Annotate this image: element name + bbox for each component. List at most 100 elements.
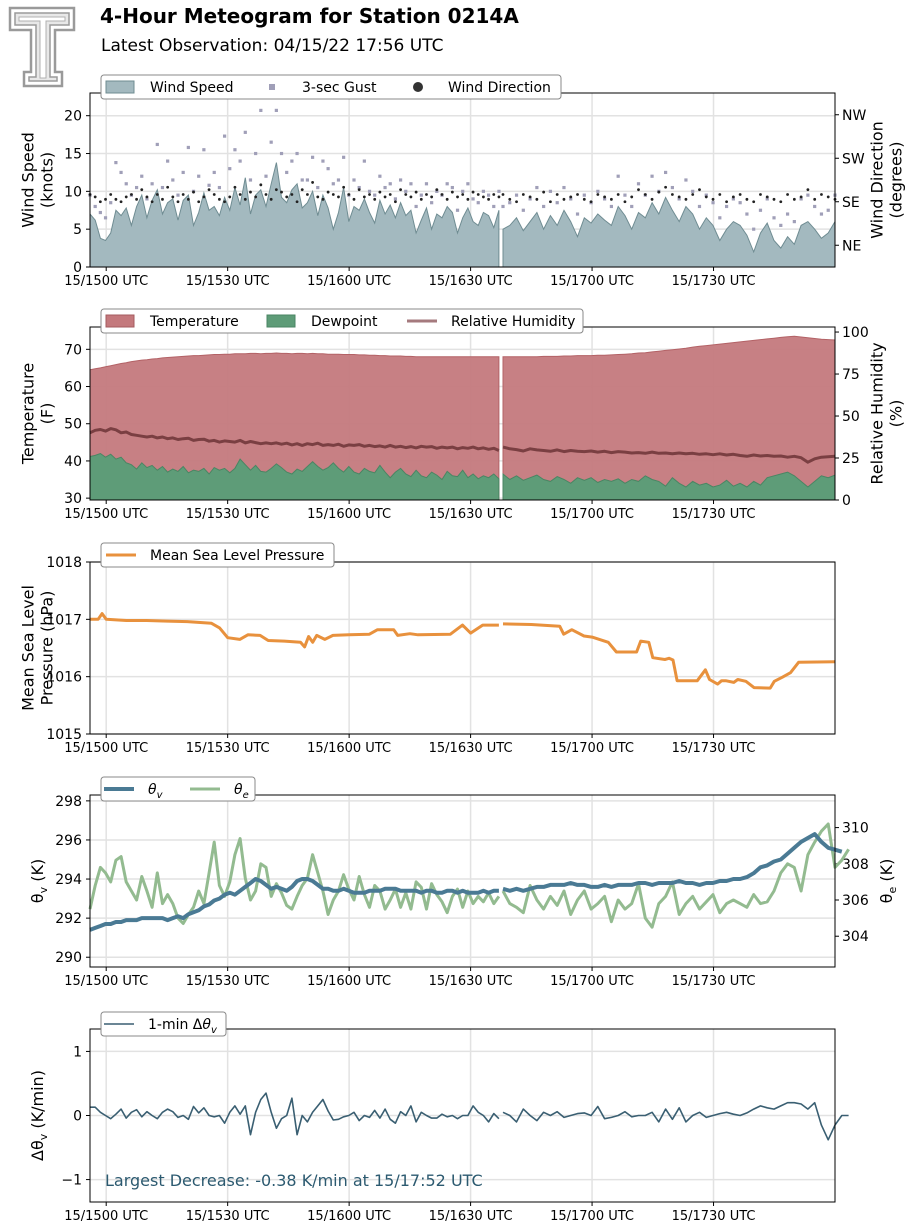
gust-point (388, 182, 392, 186)
wind-direction-point (269, 197, 273, 201)
wind-direction-point (119, 200, 123, 204)
gust-point (684, 178, 688, 182)
x-tick-label: 15/1530 UTC (186, 274, 270, 289)
gust-point (409, 182, 413, 186)
gust-point (290, 159, 294, 163)
wind-direction-point (711, 197, 715, 201)
y-axis-label: Wind Speed (knots) (19, 132, 57, 227)
wind-direction-point (192, 190, 195, 194)
y2-tick-label: NW (842, 108, 866, 124)
wind-direction-point (664, 185, 668, 189)
y2-tick-label: 50 (842, 409, 860, 425)
x-tick-label: 15/1600 UTC (307, 1209, 391, 1224)
wind-direction-point (311, 181, 314, 184)
wind-direction-point (357, 188, 361, 192)
gust-point (383, 185, 387, 190)
wind-direction-point (186, 197, 190, 201)
wind-direction-point (264, 193, 268, 196)
y2-tick-label: SE (842, 195, 860, 211)
wind-direction-point (295, 200, 299, 204)
x-tick-label: 15/1630 UTC (429, 507, 513, 522)
wind-direction-point (425, 193, 428, 196)
y-axis-label-line: (F) (38, 403, 57, 425)
wind-direction-point (306, 193, 309, 196)
y-tick-label: −1 (61, 1173, 82, 1189)
y2-tick-label: 306 (842, 893, 869, 909)
wind-direction-point (691, 193, 695, 196)
wind-direction-point (207, 188, 211, 192)
y-axis-label-line: Pressure (hPa) (38, 591, 57, 706)
wind-direction-point (549, 200, 552, 204)
wind-direction-point (461, 193, 465, 196)
wind-direction-point (596, 193, 600, 196)
gust-point (819, 212, 824, 216)
gust-point (745, 212, 749, 216)
legend-label: 3-sec Gust (302, 80, 377, 96)
y-tick-label: 5 (73, 222, 82, 238)
largest-decrease-annotation: Largest Decrease: -0.38 K/min at 15/17:5… (105, 1171, 483, 1190)
x-tick-label: 15/1530 UTC (186, 741, 270, 756)
wind-direction-point (347, 193, 351, 196)
wind-direction-point (684, 197, 688, 201)
gust-point (248, 178, 253, 182)
gust-point (779, 223, 783, 227)
y-tick-label: 10 (64, 184, 82, 200)
gust-point (461, 189, 465, 193)
wind-direction-point (508, 197, 512, 201)
gust-point (445, 182, 449, 186)
gust-point (609, 204, 614, 209)
gust-point (202, 148, 206, 152)
wind-direction-point (492, 193, 496, 196)
gust-point (310, 155, 315, 159)
wind-direction-point (155, 193, 159, 196)
gust-point (596, 189, 600, 193)
gust-point (197, 174, 201, 178)
gust-point (316, 185, 320, 190)
plot-border (89, 1028, 836, 1203)
wind-direction-point (362, 195, 366, 199)
wind-direction-point (145, 195, 149, 199)
plot-border (89, 794, 836, 968)
wind-direction-point (466, 197, 470, 201)
legend-label: θv (148, 782, 164, 801)
gust-point (677, 197, 681, 201)
wind-direction-point (616, 193, 620, 196)
wind-direction-point (630, 195, 634, 199)
page-title: 4-Hour Meteogram for Station 0214A (100, 4, 519, 28)
gust-point (704, 193, 708, 197)
legend-label: Wind Direction (448, 80, 551, 96)
legend-label: Wind Speed (150, 80, 234, 96)
gust-point (264, 174, 268, 178)
x-tick-label: 15/1600 UTC (307, 974, 391, 989)
wind-direction-point (254, 195, 258, 199)
wind-direction-point (476, 193, 480, 196)
gust-point (603, 197, 607, 201)
wind-direction-point (610, 197, 613, 201)
wind-direction-point (718, 193, 722, 196)
y-tick-label: 40 (64, 454, 82, 470)
wind-direction-point (181, 193, 185, 196)
gust-point (497, 189, 501, 193)
x-tick-label: 15/1600 UTC (307, 274, 391, 289)
wind-direction-point (786, 193, 789, 196)
y-tick-label: 298 (55, 794, 82, 810)
gust-point (222, 134, 227, 138)
y2-axis-label-line: θe (K) (877, 859, 899, 904)
x-tick-label: 15/1530 UTC (186, 1209, 270, 1224)
gust-point (799, 197, 803, 201)
wind-direction-point (582, 197, 586, 201)
x-tick-label: 15/1500 UTC (64, 974, 148, 989)
gust-point (238, 159, 242, 163)
gust-point (145, 197, 149, 201)
gust-point (813, 204, 817, 209)
legend-swatch (269, 84, 275, 90)
y-tick-label: 0 (73, 260, 82, 276)
wind-direction-point (140, 188, 144, 192)
wind-direction-point (290, 193, 294, 196)
gust-point (575, 212, 580, 216)
x-tick-label: 15/1500 UTC (64, 507, 148, 522)
gust-point (616, 174, 620, 178)
wind-direction-point (404, 193, 408, 196)
legend-swatch (105, 314, 135, 328)
relative-humidity-line (89, 427, 836, 464)
